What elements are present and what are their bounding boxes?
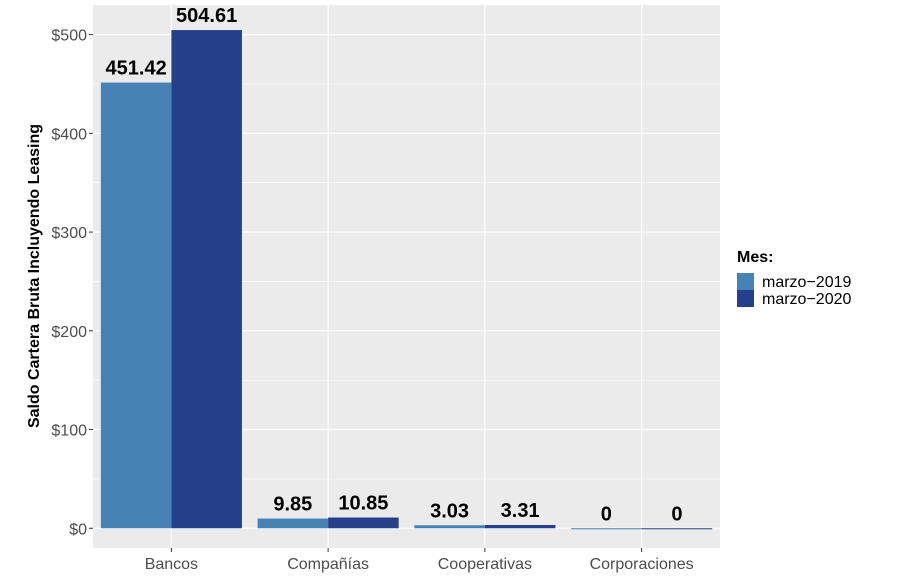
bar bbox=[328, 517, 399, 529]
legend-title: Mes: bbox=[737, 249, 773, 266]
data-label: 0 bbox=[671, 503, 682, 525]
data-label: 9.85 bbox=[273, 494, 312, 516]
x-tick-label: Cooperativas bbox=[438, 556, 532, 573]
legend-label: marzo−2020 bbox=[762, 291, 851, 308]
data-label: 0 bbox=[601, 503, 612, 525]
bar bbox=[641, 528, 713, 530]
legend-label: marzo−2019 bbox=[762, 274, 851, 291]
bar bbox=[484, 524, 556, 529]
data-labels: 451.42 504.61 9.85 10.85 3.03 3.31 0 0 bbox=[106, 5, 683, 525]
bar bbox=[257, 518, 329, 529]
bar bbox=[414, 525, 485, 529]
y-tick-label: $200 bbox=[51, 324, 87, 341]
data-label: 451.42 bbox=[106, 58, 167, 80]
bar bbox=[571, 528, 642, 530]
bar bbox=[100, 82, 172, 529]
x-tick-label: Bancos bbox=[145, 556, 198, 573]
y-tick-label: $0 bbox=[69, 521, 87, 538]
data-label: 3.03 bbox=[430, 500, 469, 522]
x-axis: Bancos Compañías Cooperativas Corporaciones bbox=[145, 548, 694, 573]
y-axis-title: Saldo Cartera Bruta Incluyendo Leasing bbox=[26, 124, 43, 428]
y-axis: $0 $100 $200 $300 $400 $500 bbox=[51, 28, 93, 538]
bars bbox=[100, 30, 713, 530]
x-tick-label: Corporaciones bbox=[590, 556, 694, 573]
y-tick-label: $100 bbox=[51, 423, 87, 440]
y-tick-label: $300 bbox=[51, 225, 87, 242]
y-tick-label: $500 bbox=[51, 28, 87, 45]
y-tick-label: $400 bbox=[51, 126, 87, 143]
data-label: 504.61 bbox=[176, 5, 237, 27]
bar bbox=[171, 30, 242, 529]
x-tick-label: Compañías bbox=[287, 556, 369, 573]
data-label: 10.85 bbox=[338, 493, 388, 515]
data-label: 3.31 bbox=[501, 500, 540, 522]
legend-swatch bbox=[737, 290, 754, 307]
legend-swatch bbox=[737, 273, 754, 290]
